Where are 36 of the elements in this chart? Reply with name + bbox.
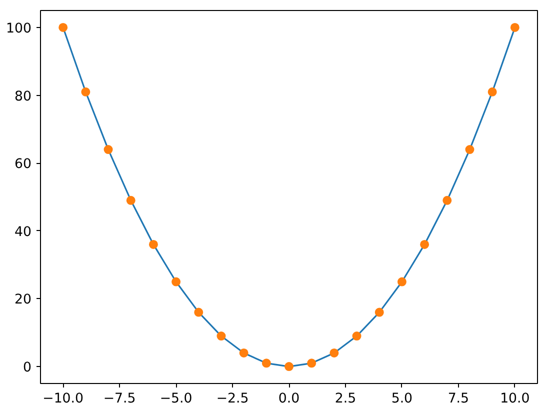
point (126, 196, 136, 205)
x-tick-label: 0.0 (278, 392, 300, 406)
y-tick-label: 20 (14, 292, 32, 308)
x-tick-label: −2.5 (216, 392, 249, 406)
point (510, 22, 520, 32)
point (465, 145, 474, 154)
point (488, 87, 497, 96)
point (374, 308, 384, 317)
x-tick-label: 2.5 (334, 392, 356, 406)
point (239, 348, 248, 358)
point (397, 277, 406, 286)
x-tick-label: 10.0 (500, 392, 530, 406)
x-tick-label: −10.0 (42, 392, 84, 406)
point (194, 308, 204, 317)
point (81, 87, 90, 96)
x-tick-label: 5.0 (391, 392, 413, 406)
x-tick-label: −7.5 (103, 392, 136, 406)
point (148, 240, 158, 249)
y-tick-label: 80 (14, 89, 32, 104)
y-tick-label: 100 (6, 21, 32, 36)
x-tick-label: −5.0 (160, 392, 192, 406)
point (442, 196, 452, 205)
point (262, 358, 271, 368)
point (104, 145, 113, 154)
y-tick-label: 0 (23, 360, 32, 376)
point (216, 332, 226, 341)
point (420, 240, 430, 249)
point (284, 362, 294, 372)
point (330, 348, 339, 358)
y-tick-label: 40 (14, 224, 32, 240)
y-tick-label: 60 (14, 157, 32, 172)
point (307, 358, 316, 368)
point (172, 277, 181, 286)
x-tick-label: 7.5 (448, 392, 470, 406)
point (352, 332, 362, 341)
point (58, 22, 68, 32)
